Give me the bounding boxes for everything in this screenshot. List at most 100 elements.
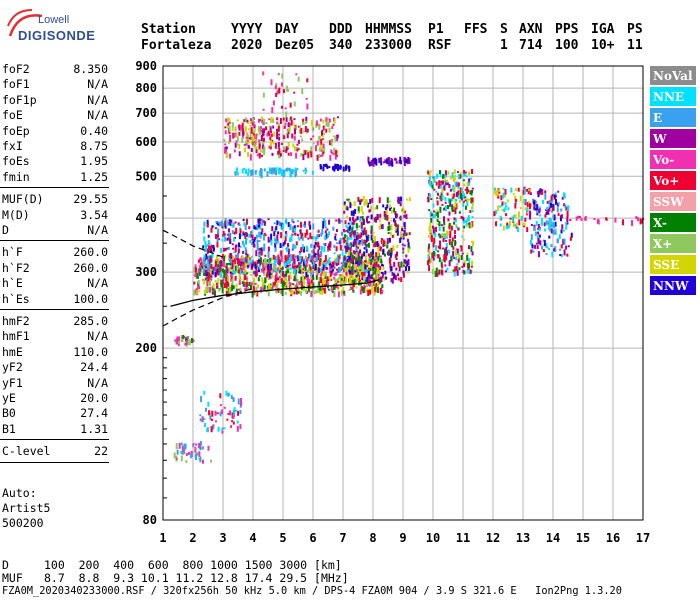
echo-point bbox=[445, 239, 448, 242]
echo-point bbox=[281, 266, 284, 270]
echo-point bbox=[280, 223, 283, 230]
echo-point bbox=[262, 281, 265, 286]
echo-point bbox=[238, 143, 241, 149]
echo-point bbox=[317, 229, 320, 233]
echo-point bbox=[470, 222, 473, 229]
echo-point bbox=[299, 250, 302, 253]
echo-point bbox=[299, 269, 302, 274]
echo-point bbox=[268, 259, 271, 263]
echo-point bbox=[327, 118, 330, 121]
echo-point bbox=[449, 230, 452, 237]
echo-point bbox=[288, 275, 291, 282]
echo-point bbox=[261, 228, 264, 233]
echo-point bbox=[238, 127, 241, 131]
echo-point bbox=[361, 227, 364, 232]
echo-point bbox=[366, 276, 369, 282]
echo-point bbox=[258, 143, 261, 150]
echo-point bbox=[304, 255, 307, 259]
echo-point bbox=[245, 169, 248, 175]
echo-point bbox=[359, 249, 362, 254]
echo-point bbox=[347, 249, 350, 256]
echo-point bbox=[466, 269, 469, 274]
echo-point bbox=[458, 211, 461, 214]
echo-point bbox=[330, 265, 333, 269]
logo-lowell: Lowell bbox=[38, 14, 70, 26]
echo-point bbox=[463, 260, 466, 266]
echo-point bbox=[555, 195, 558, 198]
echo-point bbox=[448, 260, 451, 267]
echo-point bbox=[217, 231, 220, 238]
echo-point bbox=[274, 265, 277, 272]
param-name: foF1p bbox=[2, 92, 37, 107]
echo-point bbox=[453, 185, 456, 191]
echo-point bbox=[367, 215, 370, 218]
echo-point bbox=[269, 146, 272, 150]
echo-point bbox=[301, 138, 304, 142]
echo-point bbox=[271, 152, 274, 156]
echo-point bbox=[346, 237, 349, 241]
echo-point bbox=[470, 191, 473, 196]
echo-point bbox=[296, 143, 299, 146]
echo-point bbox=[267, 236, 270, 243]
echo-point bbox=[532, 250, 535, 253]
echo-point bbox=[505, 224, 508, 230]
echo-point bbox=[468, 258, 471, 265]
echo-point bbox=[322, 143, 325, 150]
echo-point bbox=[548, 207, 551, 212]
echo-point bbox=[278, 136, 281, 141]
echo-point bbox=[261, 262, 264, 265]
echo-point bbox=[333, 260, 336, 264]
echo-point bbox=[372, 158, 375, 163]
echo-point bbox=[292, 283, 295, 286]
echo-point bbox=[355, 247, 358, 251]
echo-point bbox=[231, 278, 234, 285]
echo-point bbox=[292, 221, 295, 224]
echo-point bbox=[544, 193, 547, 200]
echo-point bbox=[544, 228, 547, 232]
echo-point bbox=[259, 149, 262, 153]
echo-point bbox=[553, 222, 556, 229]
echo-point bbox=[267, 278, 270, 281]
echo-point bbox=[338, 276, 341, 280]
echo-point bbox=[407, 156, 410, 162]
echo-point bbox=[246, 265, 249, 268]
echo-point bbox=[347, 246, 350, 252]
echo-point bbox=[284, 282, 287, 286]
echo-point bbox=[380, 238, 383, 245]
echo-point bbox=[357, 206, 360, 212]
echo-point bbox=[282, 117, 285, 121]
echo-point bbox=[345, 259, 348, 265]
echo-point bbox=[289, 236, 292, 242]
echo-point bbox=[239, 269, 242, 275]
echo-point bbox=[202, 459, 205, 464]
echo-point bbox=[408, 265, 411, 271]
echo-point bbox=[215, 256, 218, 260]
echo-point bbox=[278, 133, 281, 136]
echo-point bbox=[190, 453, 193, 459]
echo-point bbox=[520, 207, 523, 210]
echo-point bbox=[193, 281, 196, 285]
echo-point bbox=[243, 243, 246, 248]
echo-point bbox=[316, 284, 319, 290]
echo-point bbox=[288, 167, 291, 171]
legend-swatch bbox=[650, 213, 696, 232]
echo-point bbox=[452, 269, 455, 272]
echo-point bbox=[428, 173, 431, 177]
echo-point bbox=[262, 92, 265, 98]
echo-point bbox=[438, 269, 441, 275]
echo-point bbox=[440, 180, 443, 184]
echo-point bbox=[217, 228, 220, 235]
echo-point bbox=[304, 261, 307, 268]
echo-point bbox=[397, 199, 400, 202]
echo-point bbox=[304, 172, 307, 175]
x-tick-label: 11 bbox=[456, 531, 470, 545]
echo-point bbox=[358, 269, 361, 272]
echo-point bbox=[330, 151, 333, 154]
y-tick-label: 300 bbox=[135, 265, 157, 279]
echo-point bbox=[388, 200, 391, 203]
echo-point bbox=[428, 226, 431, 232]
echo-point bbox=[386, 214, 389, 221]
echo-point bbox=[440, 199, 443, 202]
echo-point bbox=[536, 204, 539, 211]
echo-point bbox=[554, 221, 557, 227]
